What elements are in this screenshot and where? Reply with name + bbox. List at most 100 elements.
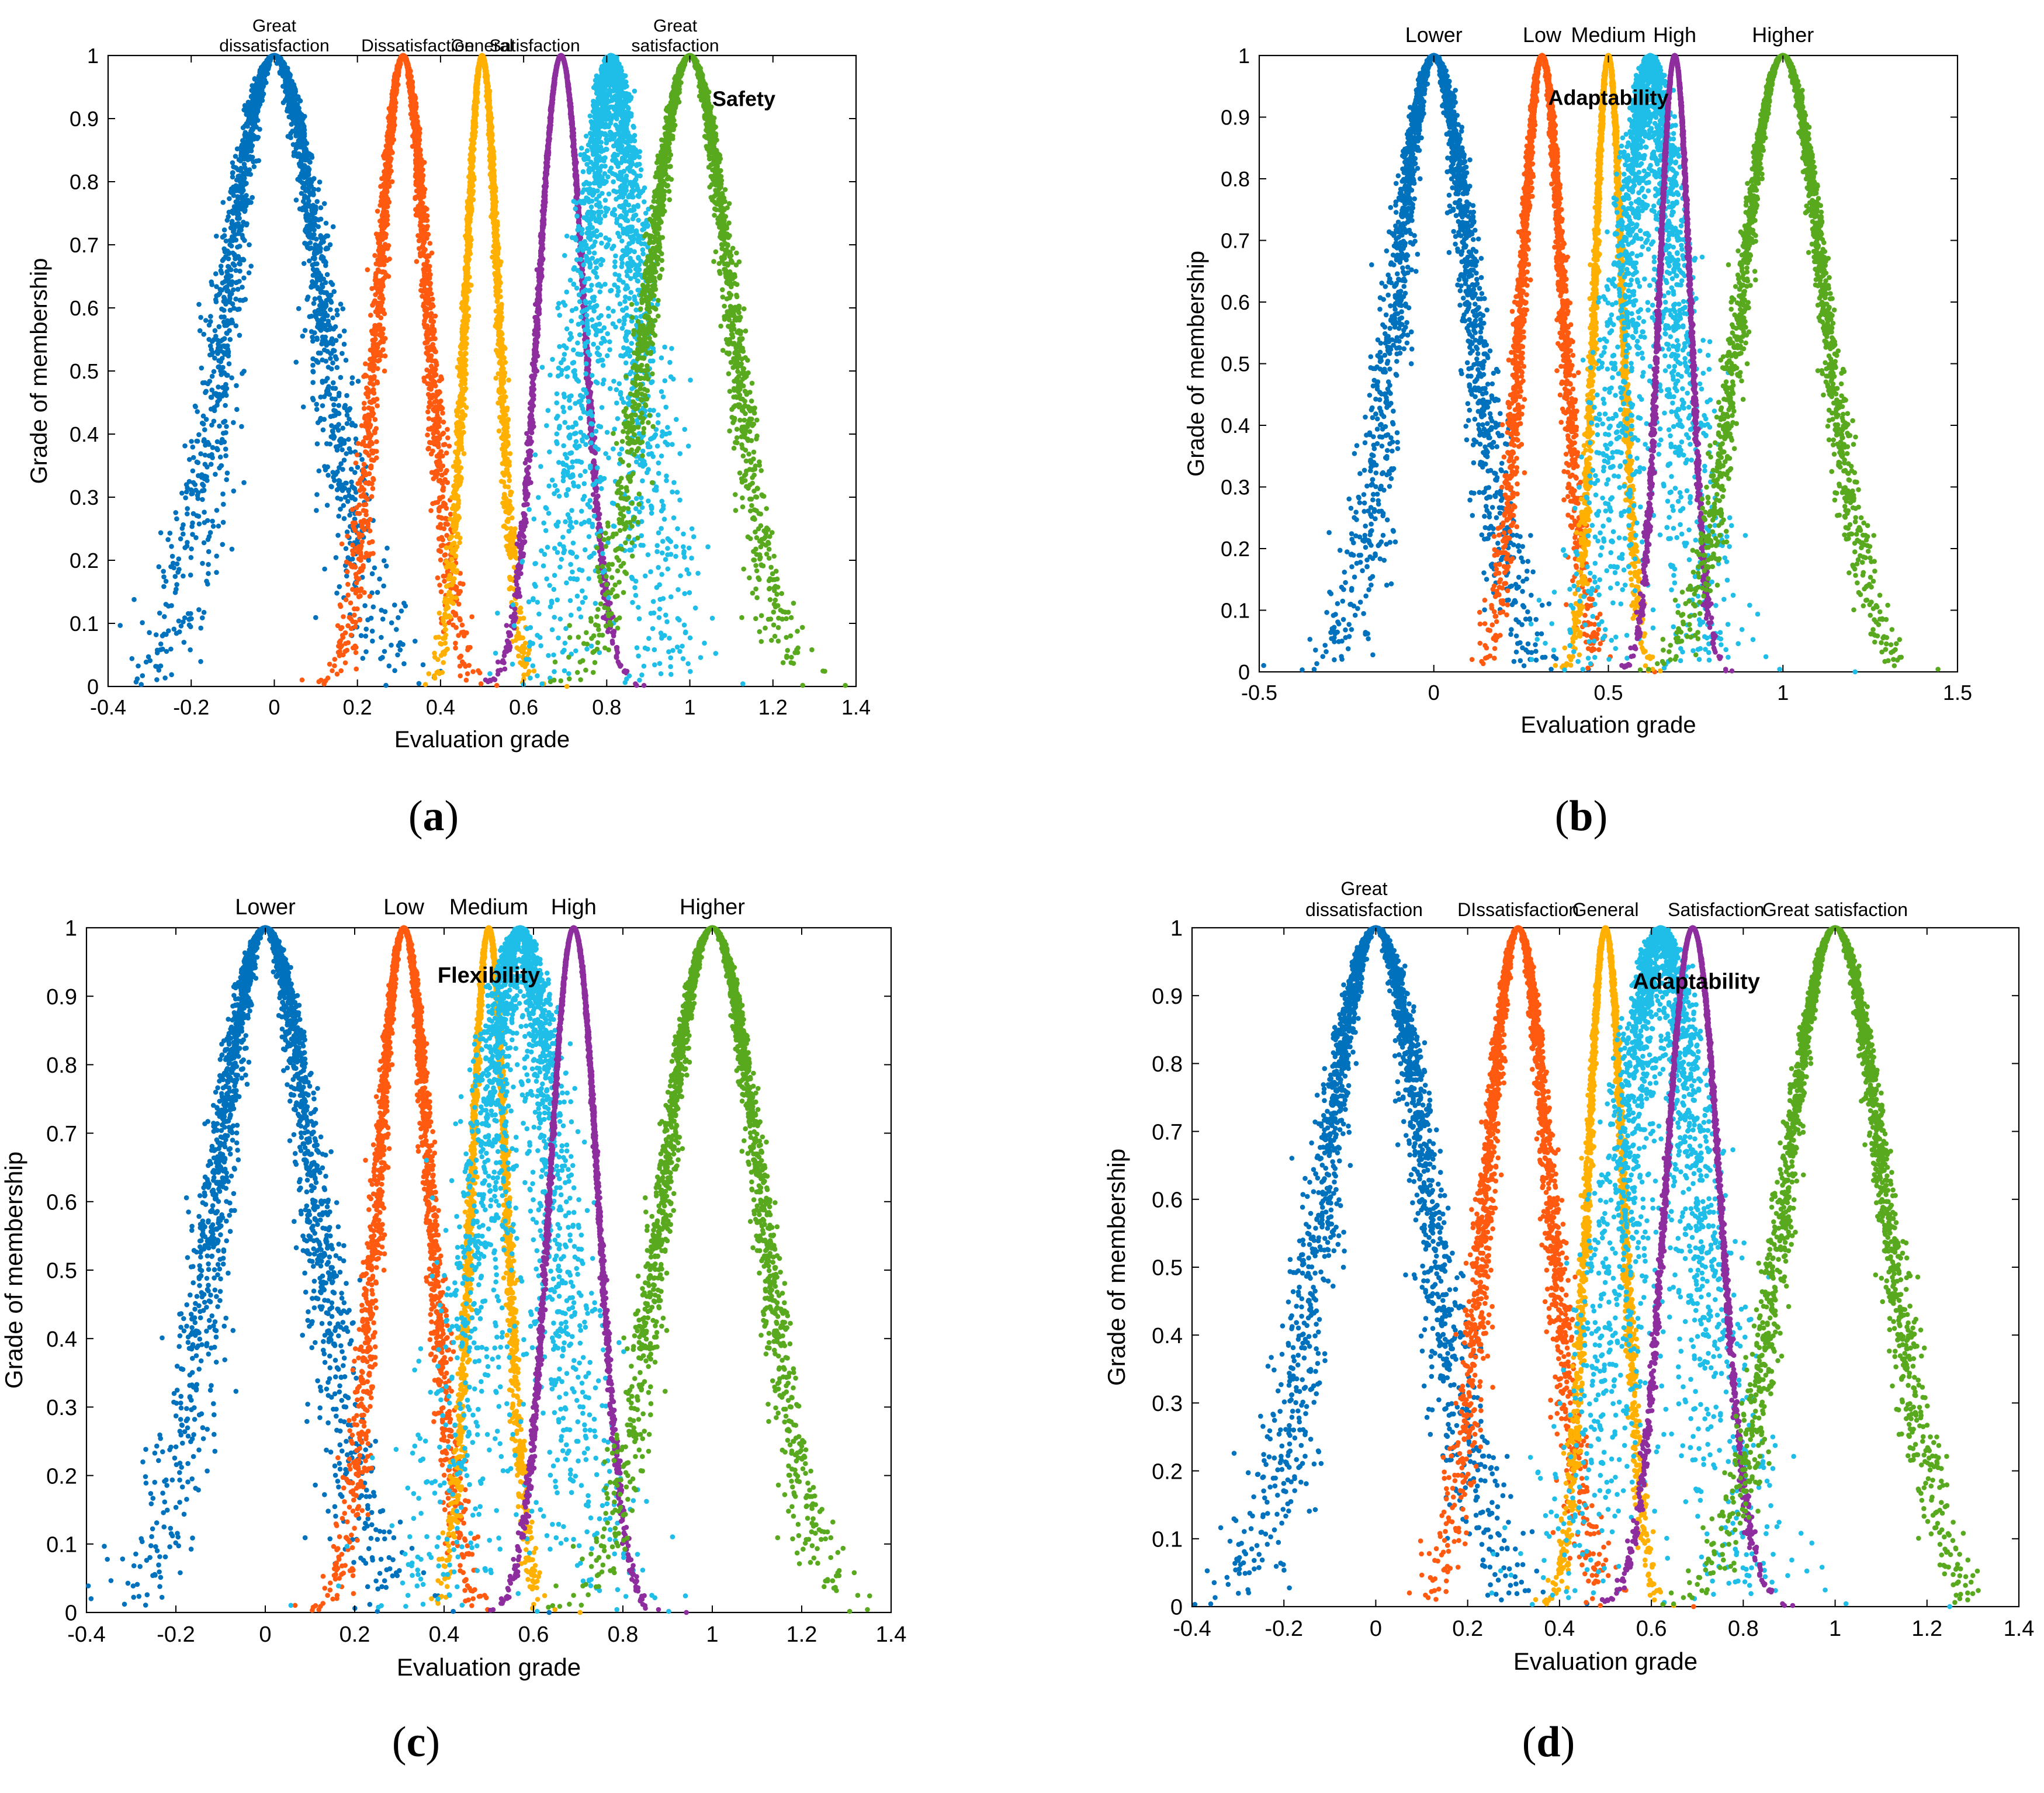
drop-point — [353, 423, 358, 428]
drop-point — [392, 668, 397, 674]
drop-point — [227, 361, 232, 366]
drop-point — [161, 584, 167, 589]
drop-point — [225, 218, 230, 223]
drop-point — [190, 445, 196, 450]
drop-point — [389, 643, 394, 648]
drop-point — [170, 554, 175, 559]
drop-point — [331, 414, 336, 419]
drop-point — [347, 512, 352, 518]
drop-point — [177, 629, 182, 634]
drop-point — [131, 597, 137, 602]
drop-point — [381, 584, 386, 589]
drop-point — [384, 546, 390, 551]
drop-point — [399, 609, 404, 614]
drop-point — [335, 313, 340, 318]
drop-point — [339, 448, 345, 453]
drop-point — [303, 241, 309, 247]
drop-point — [176, 556, 182, 561]
drop-point — [209, 387, 214, 393]
drop-point — [372, 566, 377, 571]
drop-point — [223, 403, 228, 408]
drop-point — [337, 584, 342, 589]
drop-point — [175, 561, 180, 567]
drop-point — [318, 217, 324, 222]
drop-point — [325, 473, 331, 478]
drop-point — [363, 649, 369, 654]
drop-point — [330, 337, 335, 342]
drop-point — [161, 569, 166, 574]
drop-point — [176, 619, 182, 624]
drop-point — [396, 643, 401, 648]
drop-point — [231, 261, 236, 266]
drop-point — [229, 375, 234, 380]
drop-point — [181, 574, 186, 579]
drop-point — [157, 611, 162, 616]
drop-point — [310, 380, 316, 385]
drop-point — [219, 307, 224, 312]
drop-point — [337, 334, 342, 339]
drop-point — [333, 324, 338, 330]
drop-point — [311, 232, 317, 237]
drop-point — [365, 618, 370, 623]
drop-point — [214, 508, 220, 513]
drop-point — [196, 460, 201, 466]
drop-point — [199, 366, 205, 371]
drop-point — [205, 581, 210, 587]
drop-point — [346, 437, 351, 442]
drop-point — [174, 516, 179, 522]
drop-point — [216, 384, 221, 390]
drop-point — [225, 470, 230, 476]
drop-point — [324, 290, 330, 296]
drop-point — [182, 443, 188, 449]
drop-point — [256, 158, 261, 164]
drop-point — [136, 664, 141, 669]
drop-point — [203, 318, 209, 323]
drop-point — [196, 607, 202, 612]
drop-point — [317, 179, 323, 185]
scatter-points-a — [117, 53, 847, 689]
drop-point — [234, 407, 240, 412]
drop-point — [311, 397, 316, 403]
drop-point — [213, 271, 219, 276]
drop-point — [182, 615, 188, 620]
drop-point — [201, 483, 206, 488]
drop-point — [208, 314, 213, 319]
drop-point — [203, 390, 208, 396]
drop-point — [216, 523, 221, 529]
drop-point — [375, 590, 380, 595]
drop-point — [193, 535, 199, 540]
drop-point — [317, 469, 322, 474]
drop-point — [344, 393, 349, 398]
drop-point — [220, 542, 226, 547]
drop-point — [342, 457, 347, 463]
drop-point — [194, 439, 199, 444]
drop-point — [185, 540, 190, 545]
drop-point — [130, 656, 135, 661]
drop-point — [324, 441, 330, 446]
drop-point — [356, 379, 361, 384]
drop-point — [196, 432, 202, 438]
drop-point — [228, 337, 233, 342]
drop-point — [339, 351, 345, 356]
drop-point — [344, 546, 349, 552]
drop-point — [158, 530, 164, 536]
drop-point — [216, 365, 221, 370]
drop-point — [182, 640, 187, 645]
drop-point — [181, 522, 186, 528]
drop-point — [220, 365, 226, 370]
drop-point — [210, 519, 215, 524]
drop-point — [230, 547, 235, 552]
drop-point — [324, 221, 329, 226]
drop-point — [182, 545, 188, 550]
drop-point — [172, 627, 177, 632]
drop-point — [209, 282, 214, 287]
drop-point — [325, 503, 330, 508]
drop-point — [379, 635, 384, 640]
drop-point — [206, 549, 212, 554]
drop-point — [398, 647, 403, 653]
drop-point — [310, 363, 316, 368]
drop-point — [213, 472, 218, 477]
figure-plots: -0.4 -0.2 0 0.2 0.4 0.6 0.8 1 1.2 1.400.10.20.30.… — [0, 0, 2044, 1793]
drop-point — [186, 617, 192, 622]
drop-point — [234, 383, 239, 389]
